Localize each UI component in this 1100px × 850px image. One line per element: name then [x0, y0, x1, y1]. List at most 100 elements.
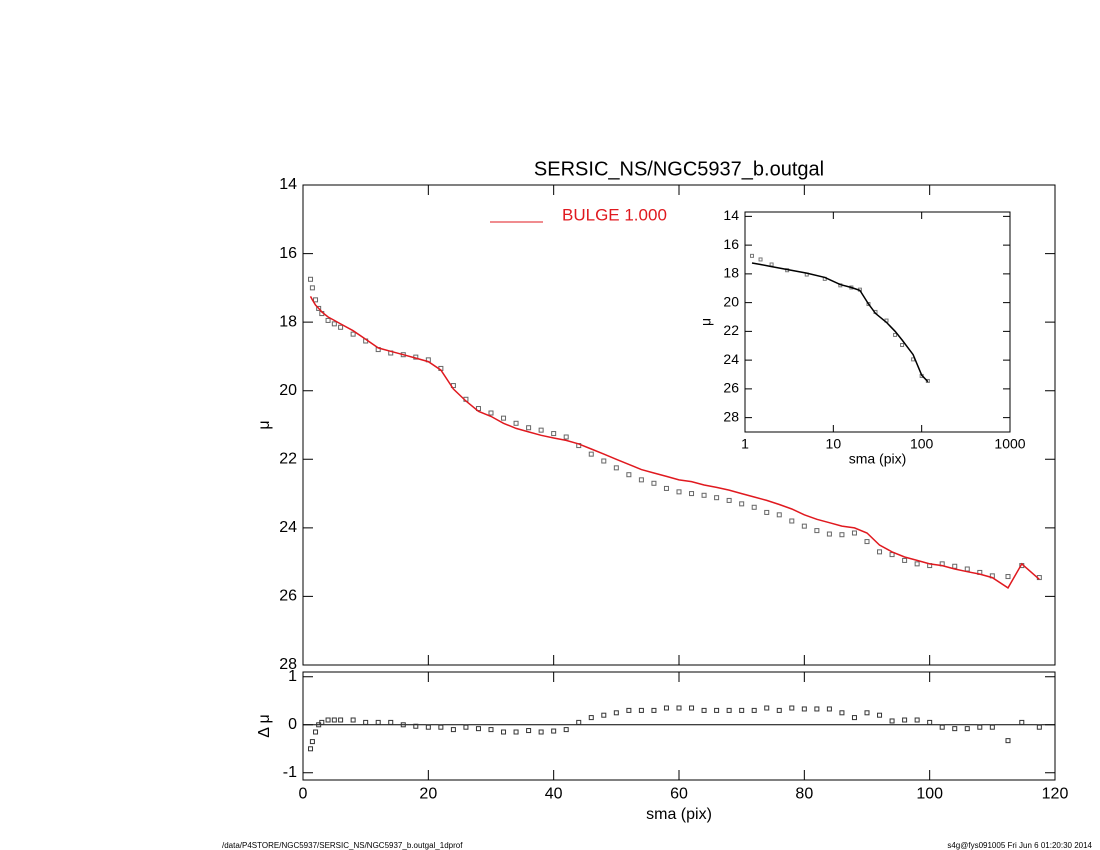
data-point: [601, 712, 607, 718]
data-point: [676, 705, 682, 711]
data-point: [325, 717, 331, 723]
data-point: [308, 276, 314, 282]
data-point: [309, 739, 315, 745]
data-point: [964, 726, 970, 732]
y-tick-label: 20: [279, 382, 297, 399]
data-point: [714, 707, 720, 713]
y-tick-label: 28: [279, 656, 297, 673]
data-point: [776, 512, 782, 518]
data-point: [413, 723, 419, 729]
data-point: [801, 523, 807, 529]
plot-frame: [744, 211, 1011, 433]
x-tick-label: 80: [795, 786, 813, 803]
y-axis-label: Δ μ: [256, 714, 273, 737]
y-axis-label: μ: [698, 318, 714, 326]
data-point: [814, 528, 820, 534]
data-point: [749, 253, 754, 258]
data-point: [989, 724, 995, 730]
data-point: [902, 557, 908, 563]
data-point: [325, 317, 331, 323]
y-tick-label: -1: [283, 764, 297, 781]
data-point: [758, 257, 763, 262]
chart-title: SERSIC_NS/NGC5937_b.outgal: [534, 158, 824, 180]
data-point: [826, 706, 832, 712]
data-point: [764, 509, 770, 515]
data-point: [563, 727, 569, 733]
x-tick-label: 1: [741, 435, 749, 451]
data-point: [551, 728, 557, 734]
model-line: [309, 296, 1040, 589]
data-point: [939, 724, 945, 730]
data-point: [689, 705, 695, 711]
footer-left: /data/P4STORE/NGC5937/SERSIC_NS/NGC5937_…: [222, 841, 463, 850]
x-tick-label: 40: [545, 786, 563, 803]
x-tick-label: 1000: [994, 435, 1025, 451]
data-point: [438, 724, 444, 730]
data-point: [331, 717, 337, 723]
data-point: [1019, 719, 1025, 725]
data-point: [914, 561, 920, 567]
data-point: [316, 305, 322, 311]
data-point: [309, 285, 315, 291]
data-point: [626, 707, 632, 713]
data-point: [450, 727, 456, 733]
data-point: [588, 451, 594, 457]
data-point: [1036, 724, 1042, 730]
y-tick-label: 24: [279, 519, 297, 536]
data-point: [338, 324, 344, 330]
data-point: [388, 719, 394, 725]
data-point: [526, 425, 532, 431]
data-point: [877, 549, 883, 555]
data-point: [739, 707, 745, 713]
legend-label: BULGE 1.000: [562, 205, 667, 224]
data-point: [789, 705, 795, 711]
footer-right: s4g@fys091005 Fri Jun 6 01:20:30 2014: [947, 841, 1092, 850]
data-point: [563, 434, 569, 440]
data-point: [726, 497, 732, 503]
x-tick-label: 10: [826, 435, 842, 451]
y-tick-label: 14: [723, 207, 739, 223]
data-point: [613, 710, 619, 716]
data-point: [701, 492, 707, 498]
x-tick-label: 100: [916, 786, 943, 803]
data-point: [902, 717, 908, 723]
data-point: [488, 727, 494, 733]
data-point: [952, 726, 958, 732]
data-point: [400, 722, 406, 728]
data-point: [789, 518, 795, 524]
data-point: [663, 705, 669, 711]
y-tick-label: 18: [279, 313, 297, 330]
data-point: [676, 489, 682, 495]
data-point: [866, 302, 871, 307]
data-point: [826, 531, 832, 537]
data-point: [331, 321, 337, 327]
data-point: [626, 472, 632, 478]
data-point: [851, 715, 857, 721]
x-tick-label: 60: [670, 786, 688, 803]
data-point: [538, 427, 544, 433]
x-tick-label: 20: [419, 786, 437, 803]
data-point: [425, 724, 431, 730]
data-point: [308, 746, 314, 752]
y-tick-label: 28: [723, 408, 739, 424]
data-point: [551, 431, 557, 437]
data-point: [501, 415, 507, 421]
data-point: [538, 729, 544, 735]
y-tick-label: 26: [279, 588, 297, 605]
data-point: [475, 726, 481, 732]
data-point: [839, 710, 845, 716]
y-tick-label: 16: [279, 245, 297, 262]
x-tick-label: 100: [910, 435, 934, 451]
data-point: [613, 465, 619, 471]
data-point: [1005, 574, 1011, 580]
x-axis-label: sma (pix): [849, 451, 907, 467]
data-point: [814, 706, 820, 712]
data-point: [900, 343, 905, 348]
data-point: [977, 724, 983, 730]
data-point: [651, 480, 657, 486]
data-point: [576, 719, 582, 725]
data-point: [588, 715, 594, 721]
data-point: [914, 717, 920, 723]
data-point: [638, 477, 644, 483]
